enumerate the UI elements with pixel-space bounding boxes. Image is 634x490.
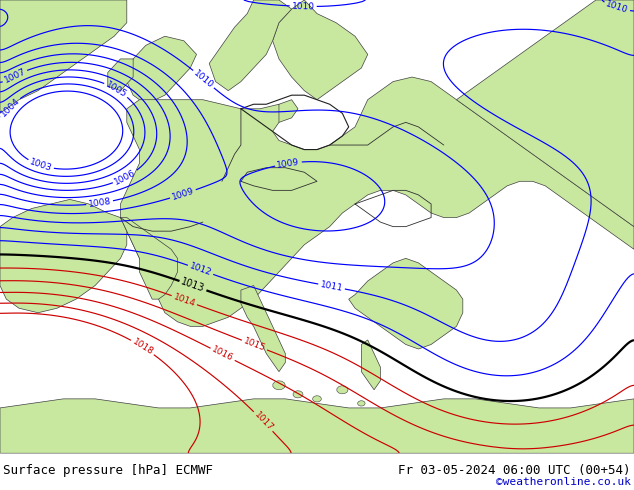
Text: 1010: 1010 <box>192 68 216 90</box>
Text: 1014: 1014 <box>172 292 197 308</box>
Polygon shape <box>313 396 321 402</box>
Polygon shape <box>120 218 178 299</box>
Polygon shape <box>361 340 380 390</box>
Text: 1008: 1008 <box>87 197 112 209</box>
Polygon shape <box>273 99 298 122</box>
Polygon shape <box>349 258 463 349</box>
Text: 1006: 1006 <box>113 168 138 187</box>
Text: 1009: 1009 <box>276 157 301 170</box>
Polygon shape <box>127 36 197 104</box>
Polygon shape <box>241 286 285 371</box>
Polygon shape <box>456 0 634 226</box>
Text: 1016: 1016 <box>210 345 235 364</box>
Text: 1012: 1012 <box>188 262 213 278</box>
Polygon shape <box>120 77 634 326</box>
Text: Fr 03-05-2024 06:00 UTC (00+54): Fr 03-05-2024 06:00 UTC (00+54) <box>398 464 631 477</box>
Polygon shape <box>0 0 127 113</box>
Text: 1005: 1005 <box>104 80 129 99</box>
Text: 1017: 1017 <box>252 410 275 433</box>
Text: 1011: 1011 <box>320 280 344 293</box>
Text: 1018: 1018 <box>131 337 155 357</box>
Polygon shape <box>273 0 368 99</box>
Polygon shape <box>293 391 303 398</box>
Polygon shape <box>209 0 292 91</box>
Text: 1013: 1013 <box>180 277 206 294</box>
Text: ©weatheronline.co.uk: ©weatheronline.co.uk <box>496 477 631 487</box>
Text: 1009: 1009 <box>171 186 195 202</box>
Text: 1015: 1015 <box>242 337 267 353</box>
Text: 1007: 1007 <box>3 67 27 85</box>
Polygon shape <box>0 399 634 453</box>
Text: 1004: 1004 <box>0 97 22 119</box>
Polygon shape <box>358 401 365 406</box>
Polygon shape <box>0 199 127 313</box>
Text: 1010: 1010 <box>605 0 630 15</box>
Text: 1003: 1003 <box>29 157 53 173</box>
Polygon shape <box>337 386 348 394</box>
Text: 1010: 1010 <box>292 1 315 11</box>
Polygon shape <box>108 59 133 91</box>
Polygon shape <box>273 381 285 390</box>
Text: Surface pressure [hPa] ECMWF: Surface pressure [hPa] ECMWF <box>3 464 213 477</box>
